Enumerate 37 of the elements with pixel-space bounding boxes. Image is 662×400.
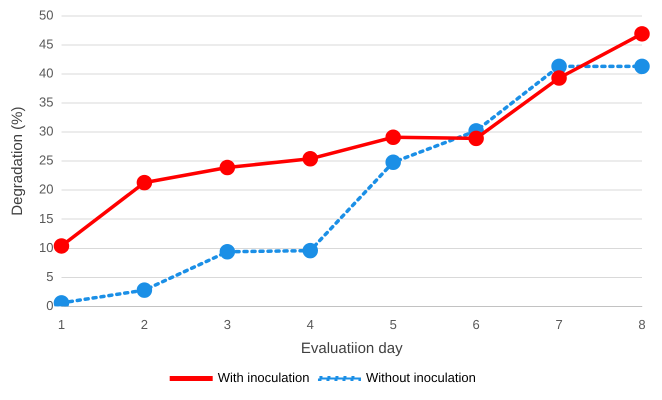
x-tick-label: 5 xyxy=(390,316,397,332)
y-tick-label: 35 xyxy=(38,94,54,110)
x-tick-label: 1 xyxy=(58,316,66,332)
x-tick-label: 3 xyxy=(224,316,231,332)
point xyxy=(220,160,236,176)
point xyxy=(634,26,650,42)
x-tick-label: 6 xyxy=(472,316,480,332)
point xyxy=(136,174,152,190)
point xyxy=(385,154,401,170)
legend-label: Without inoculation xyxy=(366,370,476,386)
legend-label: With inoculation xyxy=(218,370,310,386)
point xyxy=(220,244,236,260)
y-tick-label: 15 xyxy=(38,210,54,226)
x-tick-label: 8 xyxy=(638,316,646,332)
point xyxy=(385,130,401,146)
point xyxy=(302,151,318,167)
point xyxy=(136,282,152,298)
y-tick-label: 25 xyxy=(38,152,54,168)
point xyxy=(634,58,650,74)
y-tick-label: 30 xyxy=(38,124,54,139)
y-tick-label: 50 xyxy=(38,7,54,22)
y-tick-label: 10 xyxy=(38,240,54,255)
point xyxy=(551,58,567,74)
x-tick-label: 2 xyxy=(140,316,148,332)
x-tick-label: 4 xyxy=(306,316,314,332)
y-tick-label: 40 xyxy=(38,66,54,80)
y-tick-label: 5 xyxy=(46,268,54,284)
y-tick-label: 0 xyxy=(46,298,54,313)
y-tick-label: 45 xyxy=(38,36,54,52)
y-tick-label: 20 xyxy=(38,182,54,197)
point xyxy=(54,238,70,254)
point xyxy=(468,130,484,146)
point xyxy=(551,70,567,86)
point xyxy=(302,242,318,258)
y-axis-title: Degradation (%) xyxy=(9,106,26,216)
x-tick-label: 7 xyxy=(555,316,563,332)
x-axis-title: Evaluatiion day xyxy=(300,340,404,358)
